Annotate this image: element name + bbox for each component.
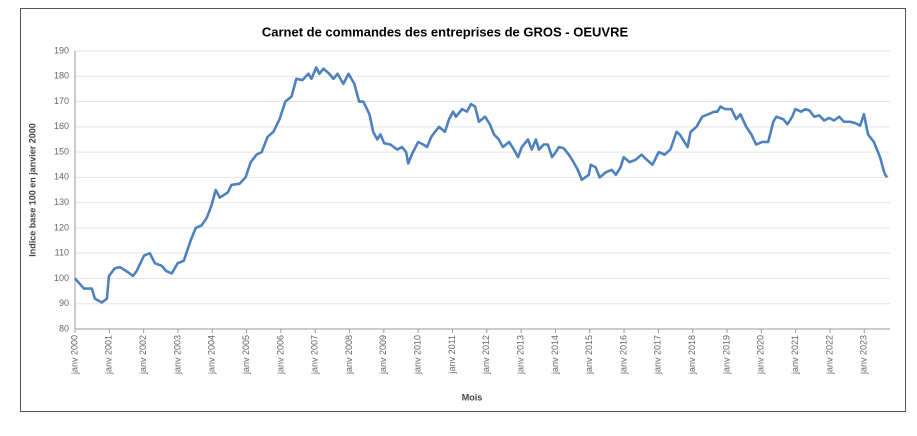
x-tick-label: janv 2021: [790, 335, 800, 375]
x-tick-label: janv 2007: [310, 335, 320, 375]
x-tick-label: janv 2012: [481, 335, 491, 375]
x-tick-label: janv 2016: [618, 335, 628, 375]
data-line: [74, 66, 889, 304]
y-tick-label: 130: [54, 197, 69, 207]
x-tick-label: janv 2023: [859, 335, 869, 375]
y-tick-label: 170: [54, 96, 69, 106]
x-tick-label: janv 2014: [550, 335, 560, 375]
y-tick-label: 180: [54, 71, 69, 81]
y-tick-label: 100: [54, 273, 69, 283]
y-tick-label: 120: [54, 222, 69, 232]
y-tick-label: 140: [54, 172, 69, 182]
x-tick-label: janv 2020: [756, 335, 766, 375]
y-tick-label: 80: [59, 323, 69, 333]
chart-title: Carnet de commandes des entreprises de G…: [262, 24, 629, 39]
y-tick-label: 160: [54, 121, 69, 131]
y-tick-label: 150: [54, 146, 69, 156]
x-tick-label: janv 2022: [824, 335, 834, 375]
y-tick-label: 190: [54, 45, 69, 55]
y-axis-title: Indice base 100 en janvier 2000: [27, 123, 37, 257]
y-tick-label: 110: [55, 248, 69, 258]
y-tick-label: 90: [59, 298, 69, 308]
x-tick-label: janv 2006: [275, 335, 285, 375]
x-tick-label: janv 2000: [69, 335, 79, 375]
x-tick-label: janv 2011: [447, 335, 457, 374]
x-tick-label: janv 2001: [104, 335, 114, 375]
x-tick-label: janv 2019: [721, 335, 731, 375]
x-tick-label: janv 2003: [172, 335, 182, 375]
x-tick-label: janv 2002: [138, 335, 148, 375]
x-tick-label: janv 2018: [687, 335, 697, 375]
x-tick-label: janv 2005: [241, 335, 251, 375]
x-tick-label: janv 2008: [344, 335, 354, 375]
x-tick-label: janv 2009: [378, 335, 388, 375]
x-tick-label: janv 2017: [653, 335, 663, 375]
x-axis-title: Mois: [462, 392, 483, 402]
x-tick-label: janv 2015: [584, 335, 594, 375]
chart-frame: [20, 8, 906, 412]
x-tick-label: janv 2004: [207, 335, 217, 375]
x-tick-label: janv 2010: [413, 335, 423, 375]
x-tick-label: janv 2013: [515, 335, 525, 375]
